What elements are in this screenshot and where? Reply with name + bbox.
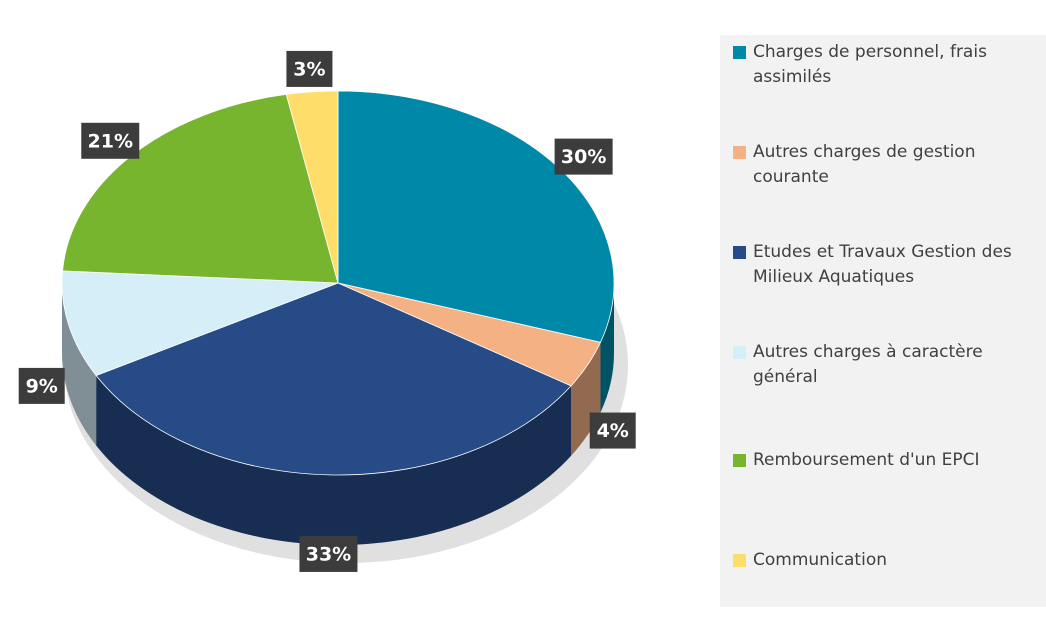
label-box	[299, 535, 358, 572]
legend-item: Etudes et Travaux Gestion des Milieux Aq…	[733, 240, 1043, 290]
legend-item: Autres charges de gestion courante	[733, 140, 1043, 190]
legend-item: Autres charges à caractère général	[733, 340, 1043, 390]
legend-label: Etudes et Travaux Gestion des Milieux Aq…	[753, 242, 1012, 287]
label-box	[554, 138, 613, 175]
legend-label: Autres charges de gestion courante	[753, 142, 976, 187]
legend-item: Charges de personnel, frais assimilés	[733, 40, 1043, 90]
label-box	[286, 50, 333, 87]
pie-side	[62, 283, 97, 446]
pie-side	[96, 375, 572, 546]
data-label: 3%	[293, 58, 325, 80]
label-box	[18, 367, 65, 404]
pie-slice	[61, 270, 339, 376]
legend-item: Remboursement d'un EPCI	[733, 448, 1043, 473]
pie-slice	[285, 90, 339, 284]
legend-label: Communication	[753, 550, 887, 570]
legend-swatch	[733, 346, 746, 359]
legend-swatch	[733, 246, 746, 259]
legend-swatch	[733, 146, 746, 159]
label-box	[589, 412, 636, 449]
legend: Charges de personnel, frais assimilés Aut…	[720, 35, 1046, 607]
legend-label: Charges de personnel, frais assimilés	[753, 42, 987, 87]
data-label: 30%	[561, 146, 606, 168]
legend-label: Remboursement d'un EPCI	[753, 450, 980, 470]
legend-label: Autres charges à caractère général	[753, 342, 983, 387]
data-label: 33%	[306, 543, 351, 565]
label-box	[81, 122, 140, 159]
data-label: 21%	[88, 130, 133, 152]
data-label: 4%	[597, 420, 629, 442]
chart: 30% 4% 33% 9% 21% 3%	[18, 50, 636, 572]
legend-swatch	[733, 46, 746, 59]
data-label: 9%	[26, 375, 58, 397]
legend-swatch	[733, 454, 746, 467]
pie-side	[600, 283, 614, 413]
pie-slice	[95, 282, 572, 476]
legend-swatch	[733, 554, 746, 567]
legend-item: Communication	[733, 548, 1043, 573]
pie-side	[571, 342, 601, 456]
